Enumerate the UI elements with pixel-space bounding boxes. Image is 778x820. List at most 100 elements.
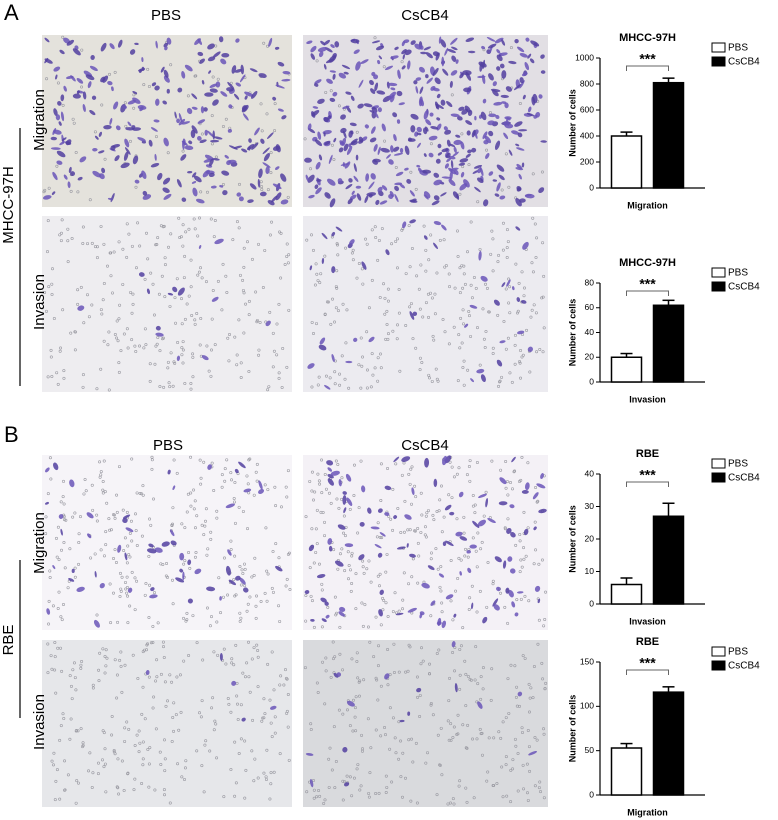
pore — [449, 599, 453, 603]
pore — [128, 555, 132, 559]
y-tick-label: 100 — [580, 701, 594, 711]
legend-swatch — [711, 646, 726, 657]
stained-cell — [56, 160, 63, 165]
stained-cell — [540, 70, 546, 74]
pore — [55, 164, 59, 168]
pore — [512, 470, 516, 474]
stained-cell — [533, 114, 538, 119]
pore — [132, 106, 136, 110]
pore — [314, 527, 318, 531]
stained-cell — [445, 152, 451, 159]
pore — [212, 489, 216, 493]
pore — [366, 625, 370, 629]
pore — [77, 541, 81, 545]
micrograph — [303, 640, 548, 807]
pore — [395, 237, 399, 241]
stained-cell — [458, 162, 466, 166]
pore — [149, 523, 153, 527]
pore — [528, 370, 532, 374]
pore — [324, 487, 328, 491]
pore — [238, 273, 242, 277]
pore — [182, 616, 186, 620]
pore — [304, 515, 308, 519]
stained-cell — [469, 304, 478, 309]
stained-cell — [197, 136, 202, 141]
pore — [103, 490, 107, 494]
stained-cell — [417, 167, 423, 173]
pore — [369, 385, 373, 389]
stained-cell — [513, 83, 522, 91]
pore — [72, 121, 76, 125]
stained-cell — [441, 224, 447, 231]
stained-cell — [247, 199, 254, 203]
pore — [506, 621, 510, 625]
pore — [150, 458, 154, 462]
stained-cell — [455, 59, 459, 64]
pore — [255, 462, 259, 466]
stained-cell — [374, 82, 379, 92]
stained-cell — [488, 171, 494, 176]
pore — [409, 302, 413, 306]
stained-cell — [312, 106, 319, 109]
stained-cell — [436, 93, 441, 99]
stained-cell — [87, 81, 92, 89]
stained-cell — [516, 297, 521, 302]
pore — [191, 355, 195, 359]
pore — [233, 521, 237, 525]
pore — [359, 336, 363, 340]
x-tick-label: Invasion — [629, 616, 666, 626]
pore — [61, 495, 65, 499]
pore — [208, 624, 212, 628]
pore — [198, 343, 202, 347]
pore — [109, 528, 113, 532]
pore — [320, 458, 324, 462]
stained-cell — [461, 108, 469, 115]
y-tick-label: 20 — [585, 352, 595, 362]
stained-cell — [402, 54, 405, 60]
pore — [452, 325, 456, 329]
stained-cell — [275, 192, 282, 201]
y-tick-label: 10 — [585, 566, 595, 576]
stained-cell — [350, 130, 354, 135]
stained-cell — [455, 134, 461, 138]
pore — [391, 610, 395, 614]
pore — [519, 478, 523, 482]
pore — [223, 467, 227, 471]
pore — [310, 470, 314, 474]
pore — [62, 369, 66, 373]
pore — [273, 129, 277, 133]
pore — [204, 280, 208, 284]
stained-cell — [345, 91, 352, 95]
pore — [431, 513, 435, 517]
pore — [335, 269, 339, 273]
stained-cell — [467, 50, 476, 54]
pore — [508, 311, 512, 315]
pore — [189, 285, 193, 289]
stained-cell — [198, 245, 202, 249]
pore — [259, 180, 263, 184]
pore — [132, 93, 136, 97]
stained-cell — [492, 179, 498, 182]
pore — [314, 550, 318, 554]
stained-cell — [197, 51, 204, 57]
pore — [151, 282, 155, 286]
stained-cell — [317, 98, 325, 104]
stained-cell — [402, 221, 407, 229]
stained-cell — [492, 89, 499, 97]
stained-cell — [274, 166, 280, 171]
pore — [128, 139, 132, 143]
pore — [518, 539, 522, 543]
pore — [257, 348, 261, 352]
stained-cell — [394, 193, 399, 203]
stained-cell — [124, 552, 128, 561]
column-header: PBS — [151, 7, 181, 24]
pore — [466, 368, 470, 372]
pore — [245, 240, 249, 244]
pore — [220, 473, 224, 477]
stained-cell — [459, 571, 462, 576]
stained-cell — [323, 39, 331, 46]
pore — [181, 149, 185, 153]
pore — [429, 142, 433, 146]
stained-cell — [511, 130, 520, 135]
stained-cell — [488, 130, 494, 137]
